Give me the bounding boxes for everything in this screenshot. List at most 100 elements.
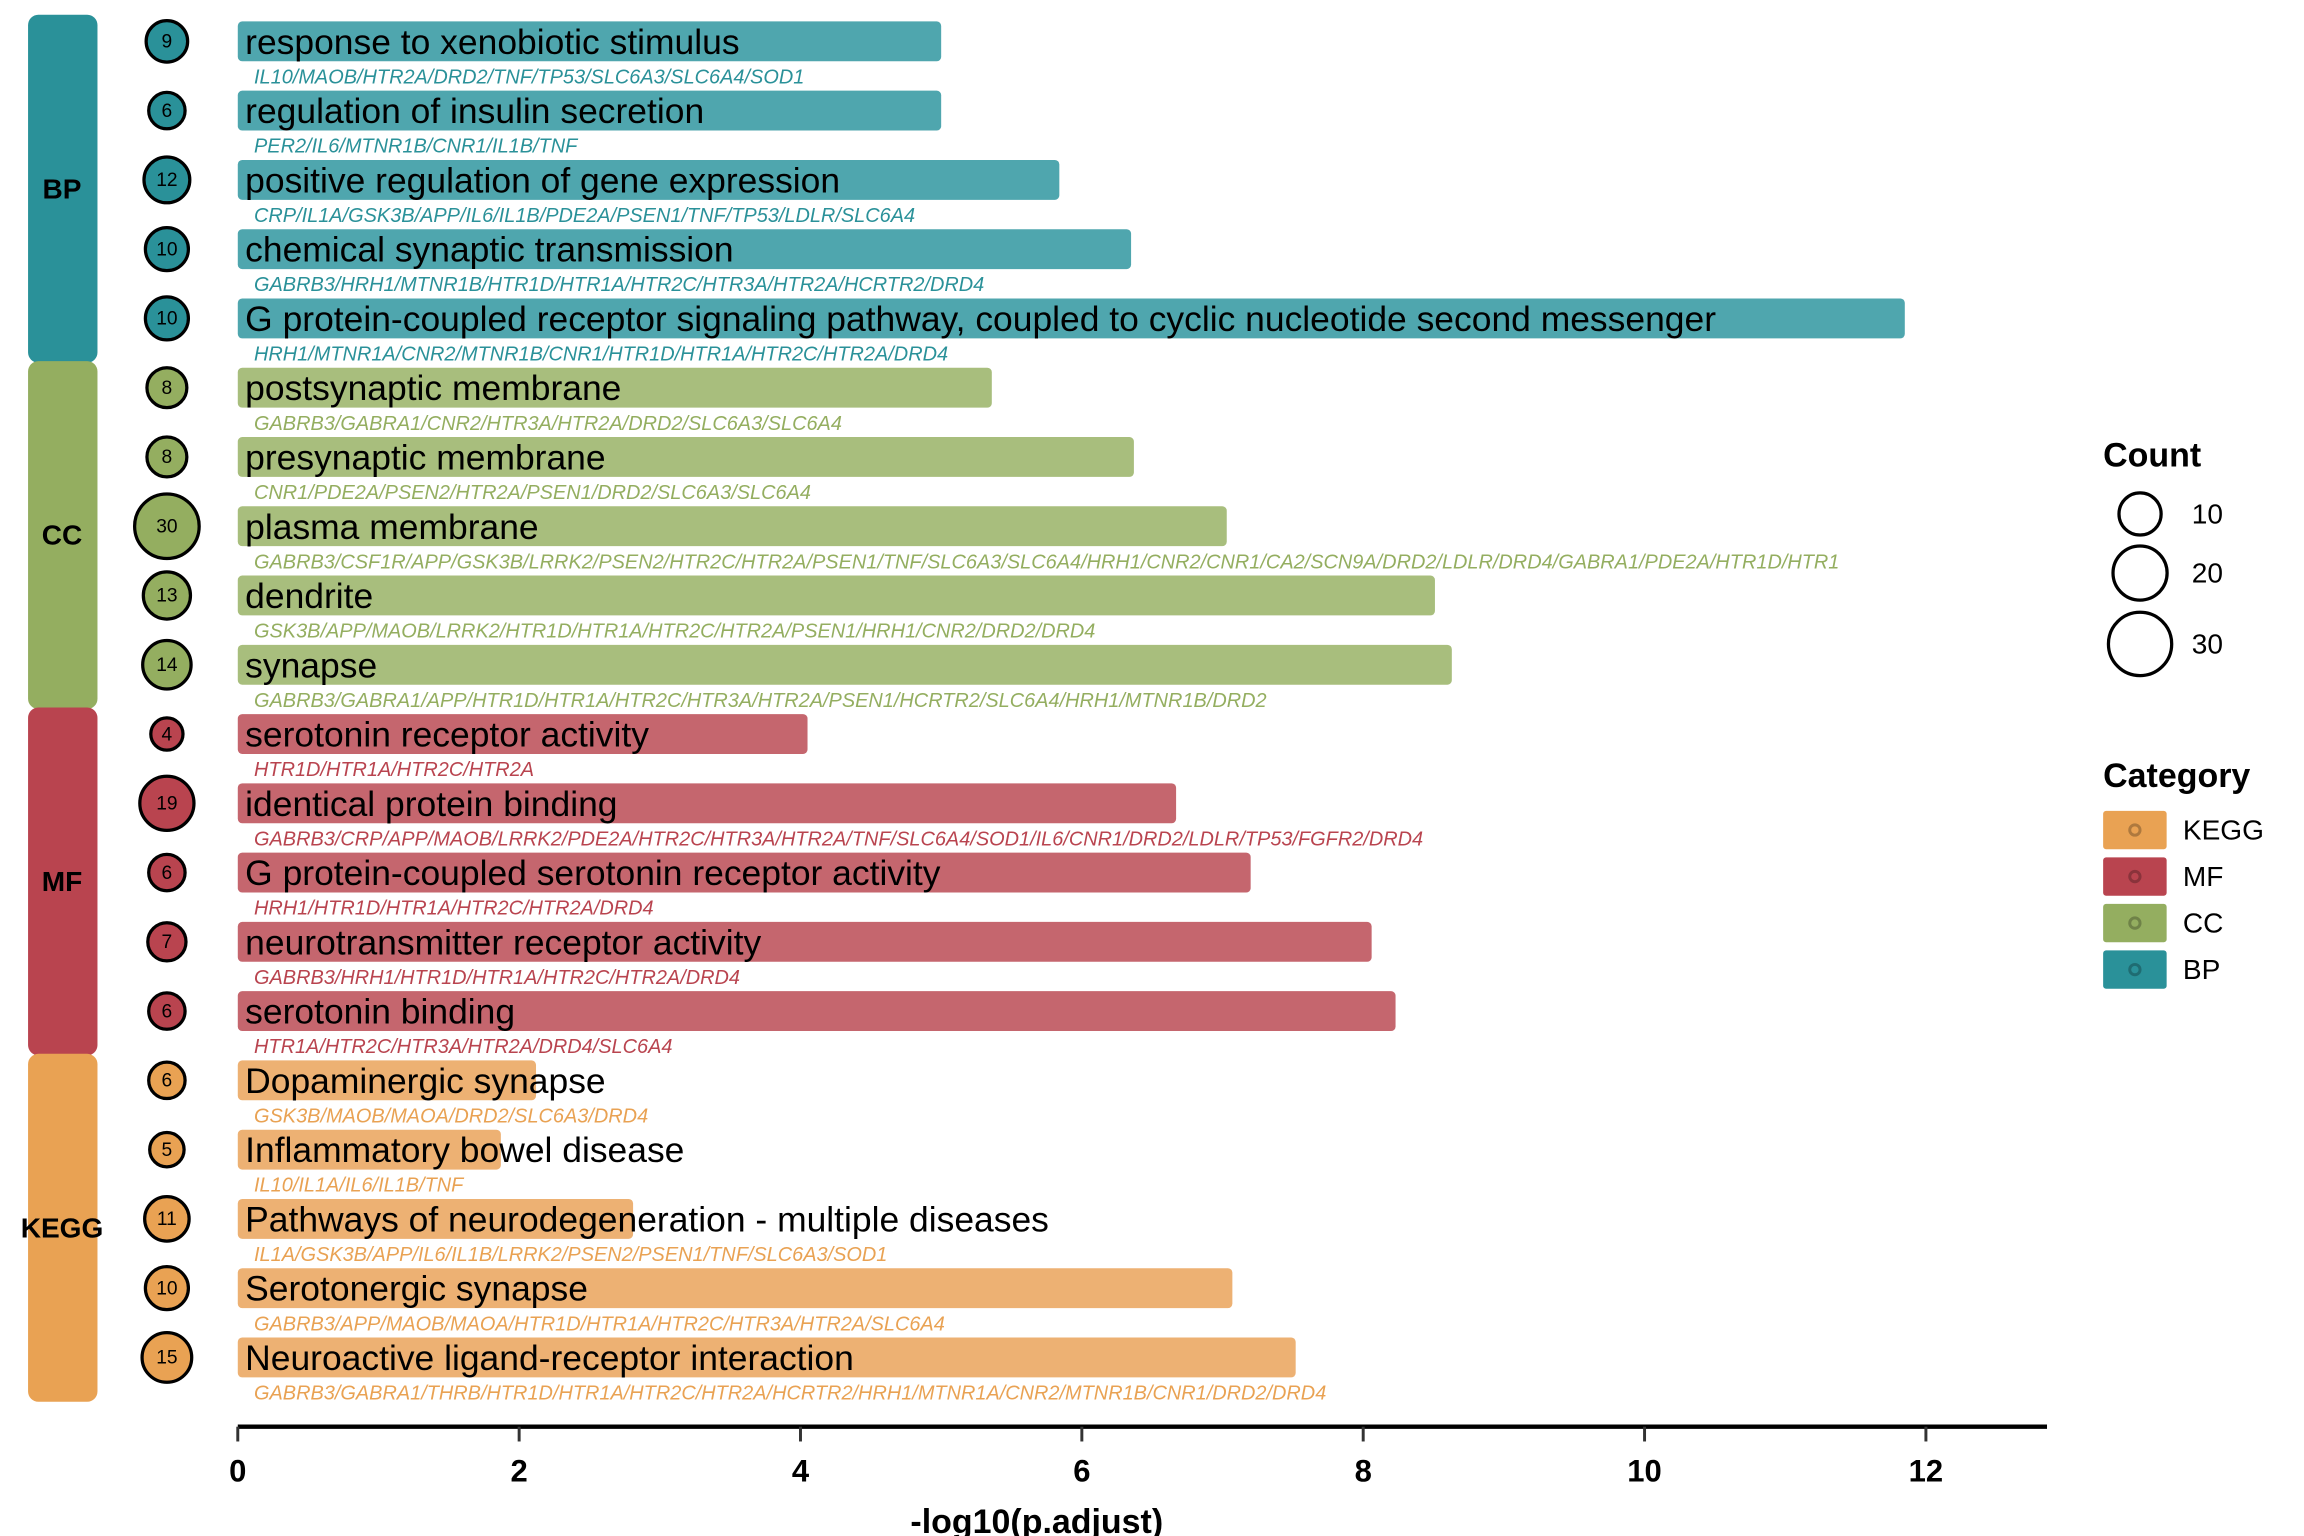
bubble-circle — [143, 1195, 191, 1243]
bubble-circle — [146, 921, 188, 963]
term-label: response to xenobiotic stimulus — [245, 22, 739, 62]
count-bubble: 8 — [145, 435, 189, 479]
term-row: chemical synaptic transmission GABRB3/HRH… — [237, 229, 1132, 296]
legend-swatch — [2103, 950, 2167, 989]
count-bubble: 4 — [149, 716, 185, 752]
term-label: neurotransmitter receptor activity — [245, 922, 761, 962]
bar — [237, 367, 992, 408]
count-bubble: 7 — [146, 921, 188, 963]
legend-count-circle — [2111, 544, 2169, 602]
count-label: 12 — [156, 170, 177, 191]
count-bubble: 5 — [148, 1130, 186, 1169]
bar — [237, 1198, 634, 1239]
count-label: 14 — [156, 655, 178, 676]
term-row: G protein-coupled receptor signaling pat… — [237, 298, 1905, 366]
bubble-circle — [147, 852, 187, 893]
gene-list: HRH1/MTNR1A/CNR2/MTNR1B/CNR1/HTR1D/HTR1A… — [254, 344, 948, 366]
term-label: chemical synaptic transmission — [245, 230, 733, 270]
legend-count-item: 20 — [2111, 544, 2223, 602]
strip-label: BP — [43, 173, 82, 204]
legend-swatch-dot — [2128, 869, 2142, 884]
bar — [237, 921, 1372, 962]
bubble-circle — [141, 638, 193, 691]
term-row: Dopaminergic synapse GSK3B/MAOB/MAOA/DRD2… — [237, 1060, 648, 1127]
bubble-circle — [138, 774, 196, 832]
legend-count-item: 30 — [2106, 610, 2223, 678]
count-bubble: 13 — [141, 570, 193, 621]
term-row: Serotonergic synapse GABRB3/APP/MAOB/MAOA… — [237, 1268, 1233, 1335]
x-tick-label: 12 — [1909, 1453, 1943, 1488]
gene-list: HTR1D/HTR1A/HTR2C/HTR2A — [254, 759, 534, 781]
term-label: Neuroactive ligand-receptor interaction — [245, 1338, 854, 1378]
x-axis: -log10(p.adjust) 0 2 4 6 8 10 12 — [229, 1424, 2048, 1536]
bubble-circle — [132, 492, 201, 561]
term-label: dendrite — [245, 576, 373, 616]
bar — [237, 229, 1132, 270]
strip-cc: CC — [28, 361, 98, 710]
term-label: plasma membrane — [245, 507, 538, 547]
strip-label: MF — [42, 866, 83, 897]
gene-list: GSK3B/MAOB/MAOA/DRD2/SLC6A3/DRD4 — [254, 1105, 648, 1127]
x-tick-label: 2 — [511, 1453, 528, 1488]
term-row: regulation of insulin secretion PER2/IL6/… — [237, 90, 942, 158]
term-row: postsynaptic membrane GABRB3/GABRA1/CNR2/… — [237, 367, 992, 435]
count-label: 6 — [162, 863, 173, 884]
term-label: regulation of insulin secretion — [245, 91, 704, 131]
bar — [237, 852, 1251, 893]
strip-rect — [28, 707, 98, 1056]
x-tick-label: 8 — [1355, 1453, 1372, 1488]
term-label: synapse — [245, 645, 377, 685]
gene-list: GABRB3/HRH1/HTR1D/HTR1A/HTR2C/HTR2A/DRD4 — [254, 967, 740, 989]
legend-count-circle — [2106, 610, 2174, 678]
term-row: Pathways of neurodegeneration - multiple… — [237, 1198, 1049, 1266]
bubble-circle — [144, 18, 190, 64]
strip-rect — [28, 1053, 98, 1402]
bar — [237, 437, 1134, 477]
bubble-circle — [142, 155, 192, 205]
term-label: identical protein binding — [245, 784, 617, 824]
count-label: 10 — [156, 309, 177, 330]
gene-list: HRH1/HTR1D/HTR1A/HTR2C/HTR2A/DRD4 — [254, 898, 654, 920]
bar — [237, 1060, 537, 1101]
legend-swatch-dot — [2128, 916, 2142, 930]
x-tick-label: 0 — [229, 1453, 246, 1488]
gene-list: GABRB3/CSF1R/APP/GSK3B/LRRK2/PSEN2/HTR2C… — [254, 551, 1839, 573]
legend-swatch — [2103, 903, 2167, 943]
term-label: Serotonergic synapse — [245, 1269, 588, 1309]
term-label: postsynaptic membrane — [245, 368, 621, 408]
x-tick-label: 6 — [1073, 1453, 1090, 1488]
term-label: Dopaminergic synapse — [245, 1061, 605, 1101]
bubble-circle — [143, 295, 191, 342]
gene-list: GABRB3/GABRA1/APP/HTR1D/HTR1A/HTR2C/HTR3… — [254, 690, 1267, 712]
strip-rect — [28, 14, 98, 363]
category-strips: BP CC MF KEGG — [21, 14, 103, 1402]
bar — [237, 714, 808, 754]
term-row: Inflammatory bowel disease IL10/IL1A/IL6/… — [237, 1129, 684, 1197]
term-row: neurotransmitter receptor activity GABRB3… — [237, 921, 1372, 989]
term-row: serotonin binding HTR1A/HTR2C/HTR3A/HTR2A… — [237, 991, 1396, 1058]
count-bubble: 9 — [144, 18, 190, 64]
term-row: identical protein binding GABRB3/CRP/APP/… — [237, 783, 1423, 850]
term-row: positive regulation of gene expression CR… — [237, 159, 1060, 227]
legend-swatch-dot — [2128, 962, 2142, 977]
count-label: 6 — [162, 101, 173, 122]
term-label: G protein-coupled receptor signaling pat… — [245, 299, 1716, 339]
gene-list: GABRB3/APP/MAOB/MAOA/HTR1D/HTR1A/HTR2C/H… — [254, 1313, 945, 1335]
count-label: 8 — [162, 378, 173, 399]
legend-swatch — [2103, 810, 2167, 850]
bubble-circle — [147, 1060, 187, 1101]
bar — [237, 575, 1435, 616]
count-label: 6 — [162, 1071, 173, 1092]
gene-list: IL10/MAOB/HTR2A/DRD2/TNF/TP53/SLC6A3/SLC… — [254, 66, 804, 88]
bar — [237, 1129, 501, 1170]
bar — [237, 159, 1060, 200]
count-label: 5 — [162, 1140, 173, 1161]
count-label: 8 — [162, 447, 173, 468]
bar — [237, 1337, 1296, 1378]
count-bubble: 14 — [141, 638, 193, 691]
strip-mf: MF — [28, 707, 98, 1056]
term-row: plasma membrane GABRB3/CSF1R/APP/GSK3B/LR… — [237, 506, 1839, 573]
bar — [237, 21, 942, 62]
legend-swatch — [2103, 857, 2167, 896]
